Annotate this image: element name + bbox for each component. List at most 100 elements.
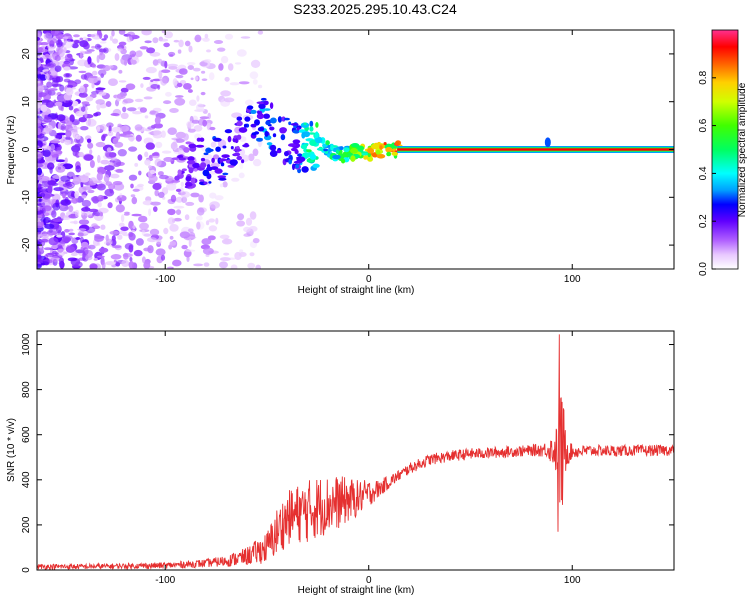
heatmap-ridge-cell xyxy=(243,123,248,128)
heatmap-cell xyxy=(51,83,63,87)
heatmap-cell xyxy=(82,186,93,191)
heatmap-cell xyxy=(79,37,84,41)
heatmap-cell xyxy=(135,238,144,246)
heatmap-cell xyxy=(40,99,52,103)
heatmap-ridge-cell xyxy=(222,172,229,176)
heatmap-cell xyxy=(174,97,186,106)
heatmap-cell xyxy=(231,177,240,182)
heatmap-cell xyxy=(42,205,52,212)
heatmap-ridge-cell xyxy=(309,120,314,127)
heatmap-cell xyxy=(37,175,42,181)
heatmap-ridge-cell xyxy=(185,176,192,182)
heatmap-cell xyxy=(181,196,188,203)
heatmap-ridge-cell xyxy=(236,116,243,121)
y-tick-label: 800 xyxy=(21,381,32,398)
heatmap-cell xyxy=(152,182,162,191)
heatmap-cell xyxy=(196,207,205,216)
heatmap-cell xyxy=(93,235,105,242)
heatmap-cell xyxy=(81,194,87,199)
heatmap-cell xyxy=(239,162,244,170)
heatmap-cell xyxy=(72,149,78,157)
x-tick-label: 0 xyxy=(366,575,372,586)
heatmap-ridge-cell xyxy=(375,149,381,155)
heatmap-cell xyxy=(156,238,162,245)
heatmap-cell xyxy=(190,192,200,198)
heatmap-ridge-cell xyxy=(257,126,265,132)
heatmap-cell xyxy=(43,32,53,40)
heatmap-ridge-cell xyxy=(269,126,275,131)
heatmap-cell xyxy=(193,125,203,132)
heatmap-cell xyxy=(210,141,217,148)
heatmap-cell xyxy=(153,133,163,139)
heatmap-cell xyxy=(201,78,208,81)
heatmap-cell xyxy=(78,70,87,74)
heatmap-ridge-cell xyxy=(190,177,196,184)
heatmap-cell xyxy=(95,87,106,91)
heatmap-cell xyxy=(50,256,60,262)
heatmap-cell xyxy=(124,243,134,250)
heatmap-cell xyxy=(119,193,123,198)
heatmap-cell xyxy=(79,85,86,94)
heatmap-cell xyxy=(93,112,99,117)
heatmap-cell xyxy=(128,220,134,230)
heatmap-cell xyxy=(47,162,55,170)
y-tick-label: 400 xyxy=(21,471,32,488)
y-tick-label: 200 xyxy=(21,516,32,533)
heatmap-cell xyxy=(139,107,147,113)
colorbar-tick-label: 0.6 xyxy=(698,118,709,132)
heatmap-cell xyxy=(52,202,61,211)
heatmap-cell xyxy=(222,181,228,188)
spectrogram-heatmap xyxy=(37,30,674,269)
heatmap-cell xyxy=(47,228,54,237)
heatmap-cell xyxy=(152,155,160,159)
heatmap-cell xyxy=(116,93,126,100)
heatmap-cell xyxy=(141,30,152,36)
heatmap-cell xyxy=(42,149,51,158)
heatmap-cell xyxy=(71,43,79,49)
heatmap-cell xyxy=(234,251,242,261)
heatmap-ridge-cell xyxy=(376,154,386,159)
heatmap-cell xyxy=(38,198,42,202)
heatmap-ridge-cell xyxy=(283,117,290,121)
heatmap-ridge-cell xyxy=(266,142,273,146)
heatmap-ridge-cell xyxy=(207,148,214,152)
heatmap-cell xyxy=(120,214,125,223)
heatmap-cell xyxy=(37,127,42,136)
heatmap-cell xyxy=(130,194,136,198)
heatmap-ridge-cell xyxy=(251,132,257,136)
heatmap-cell xyxy=(152,37,159,44)
heatmap-cell xyxy=(123,213,130,216)
heatmap-cell xyxy=(138,215,148,223)
heatmap-cell xyxy=(164,60,168,69)
heatmap-cell xyxy=(78,117,87,123)
heatmap-cell xyxy=(87,189,95,194)
heatmap-cell xyxy=(252,238,260,244)
heatmap-cell xyxy=(121,259,130,267)
heatmap-cell xyxy=(48,237,59,246)
heatmap-cell xyxy=(141,256,146,264)
heatmap-band-core xyxy=(397,148,674,151)
heatmap-cell xyxy=(40,233,50,238)
heatmap-ridge-cell xyxy=(230,146,234,150)
heatmap-cell xyxy=(67,37,73,41)
heatmap-cell xyxy=(37,183,43,187)
heatmap-cell xyxy=(55,159,66,163)
heatmap-cell xyxy=(169,108,179,113)
heatmap-cell xyxy=(187,89,193,93)
heatmap-cell xyxy=(117,123,122,128)
heatmap-cell xyxy=(128,174,138,181)
heatmap-ridge-cell xyxy=(229,159,238,166)
heatmap-ridge-cell xyxy=(220,162,225,167)
heatmap-cell xyxy=(128,231,134,237)
heatmap-ridge-cell xyxy=(187,156,195,162)
heatmap-cell xyxy=(67,84,74,88)
heatmap-cell xyxy=(37,214,43,218)
heatmap-cell xyxy=(208,72,215,81)
heatmap-ridge-cell xyxy=(217,175,227,179)
heatmap-ridge-cell xyxy=(292,163,295,171)
heatmap-cell xyxy=(220,257,231,262)
heatmap-cell xyxy=(154,124,163,127)
heatmap-cell xyxy=(202,247,214,255)
heatmap-cell xyxy=(95,99,105,105)
snr-frame xyxy=(36,330,675,571)
